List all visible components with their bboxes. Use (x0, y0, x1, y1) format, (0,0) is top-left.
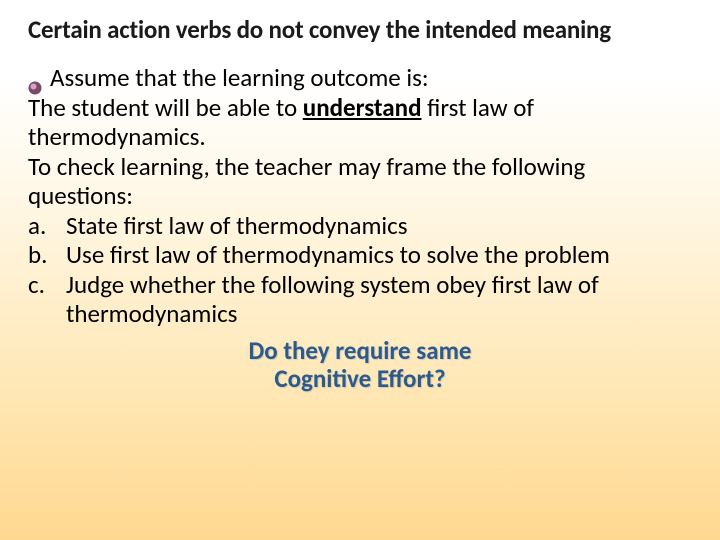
slide-container: Certain action verbs do not convey the i… (0, 0, 720, 540)
list-letter: b. (28, 240, 66, 270)
question-list: a. State first law of thermodynamics b. … (28, 211, 692, 329)
outcome-pre: The student will be able to (28, 92, 303, 123)
list-text: Use first law of thermodynamics to solve… (66, 240, 692, 270)
list-lead: Use (66, 239, 104, 270)
list-item: a. State first law of thermodynamics (28, 211, 692, 241)
bullet-icon (28, 72, 42, 86)
footer-line-1: Do they require same (28, 337, 692, 366)
list-rest: whether the following system obey first … (66, 269, 599, 330)
list-rest: first law of thermodynamics (118, 210, 408, 241)
footer-question: Do they require same Cognitive Effort? (28, 337, 692, 395)
list-rest: first law of thermodynamics to solve the… (104, 239, 610, 270)
outcome-line: The student will be able to understand f… (28, 93, 692, 152)
bullet-text: Assume that the learning outcome is: (50, 63, 429, 93)
list-text: State first law of thermodynamics (66, 211, 692, 241)
list-text: Judge whether the following system obey … (66, 270, 692, 329)
list-item: c. Judge whether the following system ob… (28, 270, 692, 329)
outcome-keyword: understand (303, 92, 422, 123)
list-lead: State (66, 210, 118, 241)
list-letter: a. (28, 211, 66, 241)
slide-body: Assume that the learning outcome is: The… (28, 63, 692, 394)
list-lead: Judge (66, 269, 124, 300)
check-line: To check learning, the teacher may frame… (28, 152, 692, 211)
bullet-line: Assume that the learning outcome is: (28, 63, 692, 93)
slide-title: Certain action verbs do not convey the i… (28, 14, 692, 45)
list-item: b. Use first law of thermodynamics to so… (28, 240, 692, 270)
footer-line-2: Cognitive Effort? (28, 365, 692, 394)
list-letter: c. (28, 270, 66, 329)
